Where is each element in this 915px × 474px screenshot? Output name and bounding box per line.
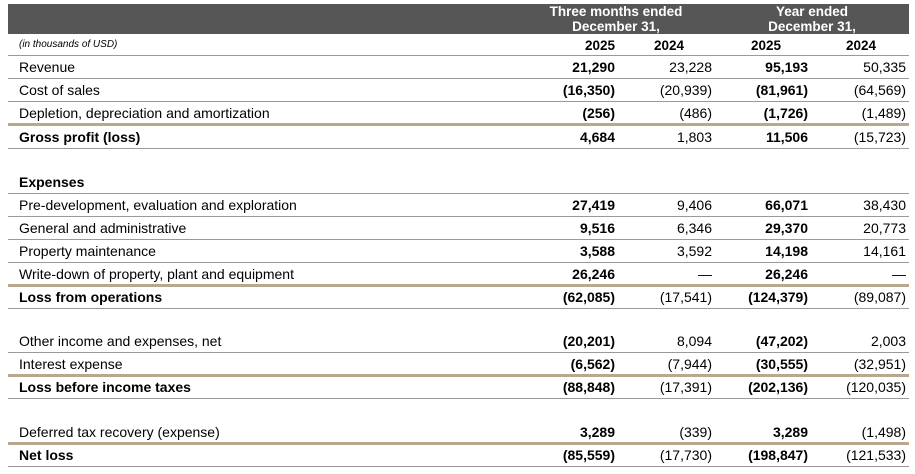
year-header-y-2024: 2024 [845,38,876,53]
header-divider [8,55,909,56]
table-row: Write-down of property, plant and equipm… [19,266,906,282]
table-row: Other income and expenses, net (20,201) … [19,333,906,349]
unit-note: (in thousands of USD) [19,39,118,50]
row-divider [8,193,909,194]
table-row: Deferred tax recovery (expense) 3,289 (3… [19,424,906,440]
table-row: Interest expense (6,562) (7,944) (30,555… [19,356,906,372]
row-divider [8,352,909,353]
subtotal-rule [8,284,909,287]
row-divider [8,466,909,467]
table-row: Revenue 21,290 23,228 95,193 50,335 [19,59,906,75]
year-header-q-2024: 2024 [653,38,684,53]
table-header-bar [8,4,909,34]
year-header-y-2025: 2025 [750,38,781,53]
year-header-q-2025: 2025 [584,38,615,53]
table-row-subtotal: Loss before income taxes (88,848) (17,39… [19,379,906,395]
table-row-subtotal: Gross profit (loss) 4,684 1,803 11,506 (… [19,129,906,145]
table-row-subtotal: Loss from operations (62,085) (17,541) (… [19,289,906,305]
row-divider [8,78,909,79]
table-row: General and administrative 9,516 6,346 2… [19,220,906,236]
table-row: Property maintenance 3,588 3,592 14,198 … [19,243,906,259]
year-ended-header: Year ended December 31, [768,4,856,34]
subtotal-rule [8,442,909,445]
table-row-total: Net loss (85,559) (17,730) (198,847) (12… [19,447,906,463]
row-divider [8,239,909,240]
table-row: Depletion, depreciation and amortization… [19,105,906,121]
subtotal-rule [8,374,909,377]
table-row: Pre-development, evaluation and explorat… [19,197,906,213]
row-divider [8,101,909,102]
row-divider [8,398,909,399]
subtotal-rule [8,123,909,126]
row-divider [8,148,909,149]
row-divider [8,262,909,263]
row-divider [8,216,909,217]
section-heading: Expenses [19,174,85,190]
table-row: Cost of sales (16,350) (20,939) (81,961)… [19,82,906,98]
row-divider [8,308,909,309]
three-months-header: Three months ended December 31, [549,4,683,34]
